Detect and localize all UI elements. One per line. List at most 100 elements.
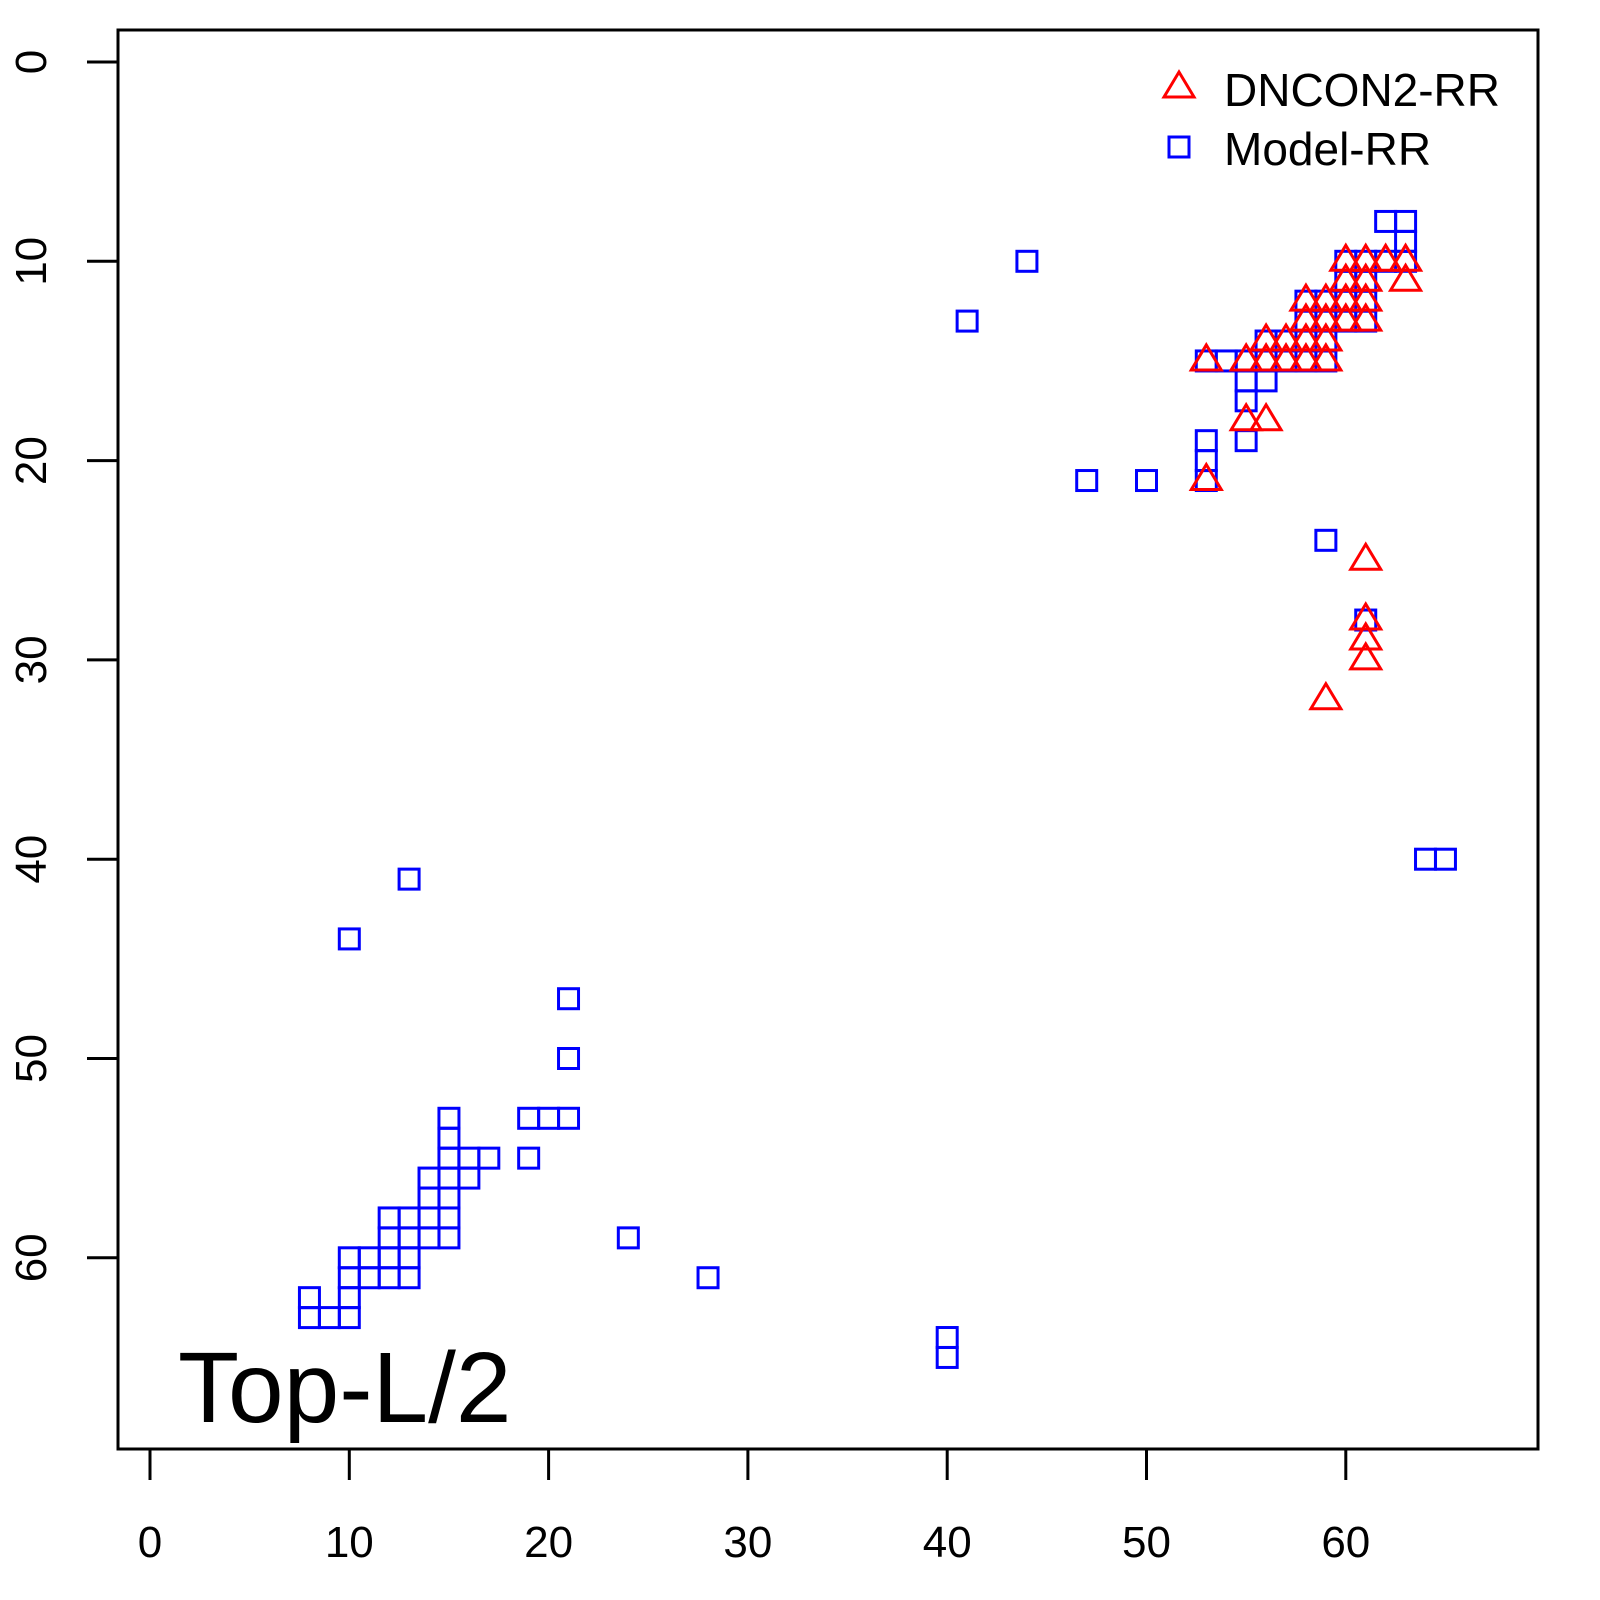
y-tick-label: 60 bbox=[7, 1233, 56, 1282]
dncon2-rr-point bbox=[1288, 282, 1324, 312]
model-rr-point bbox=[1194, 429, 1218, 453]
model-rr-point bbox=[377, 1226, 401, 1250]
x-axis: 0 10 20 30 40 50 60 bbox=[138, 1447, 1370, 1567]
dncon2-rr-point bbox=[1308, 680, 1344, 711]
model-rr-point bbox=[1234, 369, 1258, 393]
x-tick-label: 0 bbox=[138, 1518, 162, 1567]
model-rr-point bbox=[1314, 528, 1338, 552]
model-rr-point bbox=[1254, 369, 1278, 393]
model-rr-point bbox=[417, 1186, 441, 1210]
dncon2-rr-point bbox=[1348, 242, 1384, 272]
legend-label-dncon2: DNCON2-RR bbox=[1224, 64, 1500, 116]
square-icon bbox=[1167, 135, 1191, 159]
model-rr-point bbox=[397, 1226, 421, 1250]
chart-annotation: Top-L/2 bbox=[178, 1332, 512, 1444]
model-rr-point bbox=[557, 1047, 581, 1070]
y-tick-label: 30 bbox=[7, 635, 56, 684]
model-rr-point bbox=[397, 867, 421, 891]
model-rr-point bbox=[616, 1226, 640, 1250]
model-rr-point bbox=[437, 1186, 461, 1210]
dncon2-rr-point bbox=[1268, 322, 1304, 352]
model-rr-point bbox=[1075, 469, 1099, 493]
model-rr-point bbox=[1374, 209, 1398, 233]
model-rr-point bbox=[1234, 429, 1258, 453]
x-tick-label: 10 bbox=[325, 1518, 374, 1567]
dncon2-rr-point bbox=[1288, 302, 1324, 332]
model-rr-point bbox=[417, 1206, 441, 1230]
model-rr-point bbox=[1234, 389, 1258, 413]
model-rr-point bbox=[457, 1146, 481, 1170]
model-rr-point bbox=[1015, 249, 1039, 273]
model-rr-point bbox=[437, 1166, 461, 1190]
model-rr-point bbox=[297, 1306, 321, 1330]
model-rr-point bbox=[337, 927, 361, 951]
dncon2-rr-point bbox=[1288, 322, 1324, 352]
model-rr-point bbox=[337, 1286, 361, 1310]
model-rr-point bbox=[1394, 229, 1418, 253]
dncon2-rr-point bbox=[1348, 541, 1384, 571]
y-tick-label: 40 bbox=[7, 835, 56, 884]
model-rr-point bbox=[337, 1306, 361, 1330]
dncon2-rr-point bbox=[1248, 342, 1284, 372]
model-rr-point bbox=[297, 1286, 321, 1310]
legend-entry-dncon2: DNCON2-RR bbox=[1161, 64, 1500, 116]
model-rr-point bbox=[317, 1306, 341, 1330]
model-rr-point bbox=[935, 1345, 959, 1369]
model-rr-point bbox=[377, 1246, 401, 1270]
y-tick-label: 10 bbox=[7, 237, 56, 286]
plot-frame bbox=[116, 28, 1540, 1451]
dncon2-rr-point bbox=[1308, 342, 1344, 372]
model-rr-point bbox=[437, 1206, 461, 1230]
model-rr-point bbox=[1194, 449, 1218, 473]
x-tick-label: 30 bbox=[723, 1518, 772, 1567]
dncon2-rr-point bbox=[1328, 302, 1364, 332]
model-rr-point bbox=[357, 1266, 381, 1290]
dncon2-rr-point bbox=[1268, 342, 1304, 372]
model-rr-point bbox=[437, 1106, 461, 1130]
model-rr-point bbox=[1433, 847, 1457, 871]
dncon2-rr-point bbox=[1328, 262, 1364, 292]
y-tick-label: 20 bbox=[7, 436, 56, 485]
dncon2-rr-point bbox=[1348, 302, 1384, 332]
model-rr-point bbox=[417, 1226, 441, 1250]
dncon2-rr-point bbox=[1188, 461, 1224, 492]
x-tick-label: 40 bbox=[923, 1518, 972, 1567]
model-rr-point bbox=[1394, 209, 1418, 233]
dncon2-rr-point bbox=[1387, 262, 1424, 292]
model-rr-point bbox=[537, 1106, 561, 1130]
model-rr-point bbox=[557, 987, 581, 1011]
model-rr-point bbox=[1414, 847, 1438, 871]
dncon2-rr-point bbox=[1348, 262, 1384, 292]
dncon2-rr-point bbox=[1308, 322, 1344, 352]
dncon2-rr-point bbox=[1348, 282, 1384, 312]
dncon2-rr-point bbox=[1248, 322, 1284, 352]
dncon2-rr-point bbox=[1228, 401, 1264, 432]
triangle-icon bbox=[1161, 69, 1197, 99]
legend: DNCON2-RR Model-RR bbox=[1161, 64, 1500, 175]
model-rr-point bbox=[417, 1166, 441, 1190]
dncon2-rr-point bbox=[1308, 302, 1344, 332]
model-rr-point bbox=[437, 1146, 461, 1170]
model-rr-point bbox=[357, 1246, 381, 1270]
y-tick-label: 50 bbox=[7, 1034, 56, 1083]
model-rr-point bbox=[1135, 469, 1158, 493]
x-tick-label: 20 bbox=[524, 1518, 573, 1567]
dncon2-rr-point bbox=[1328, 242, 1364, 272]
model-rr-point bbox=[377, 1206, 401, 1230]
dncon2-rr-point bbox=[1348, 601, 1384, 631]
model-rr-point bbox=[955, 309, 979, 333]
dncon2-rr-point bbox=[1348, 640, 1384, 671]
legend-entry-model: Model-RR bbox=[1167, 123, 1431, 175]
x-tick-label: 60 bbox=[1321, 1518, 1370, 1567]
model-rr-point bbox=[457, 1166, 481, 1190]
model-rr-point bbox=[437, 1226, 461, 1250]
dncon2-rr-point bbox=[1387, 242, 1424, 272]
model-rr-point bbox=[337, 1246, 361, 1270]
dncon2-rr-point bbox=[1368, 242, 1404, 272]
model-rr-point bbox=[696, 1266, 720, 1290]
model-rr-point bbox=[397, 1206, 421, 1230]
dncon2-rr-point bbox=[1348, 621, 1384, 651]
dncon2-rr-point bbox=[1308, 282, 1344, 312]
x-tick-label: 50 bbox=[1122, 1518, 1171, 1567]
model-rr-point bbox=[477, 1146, 501, 1170]
